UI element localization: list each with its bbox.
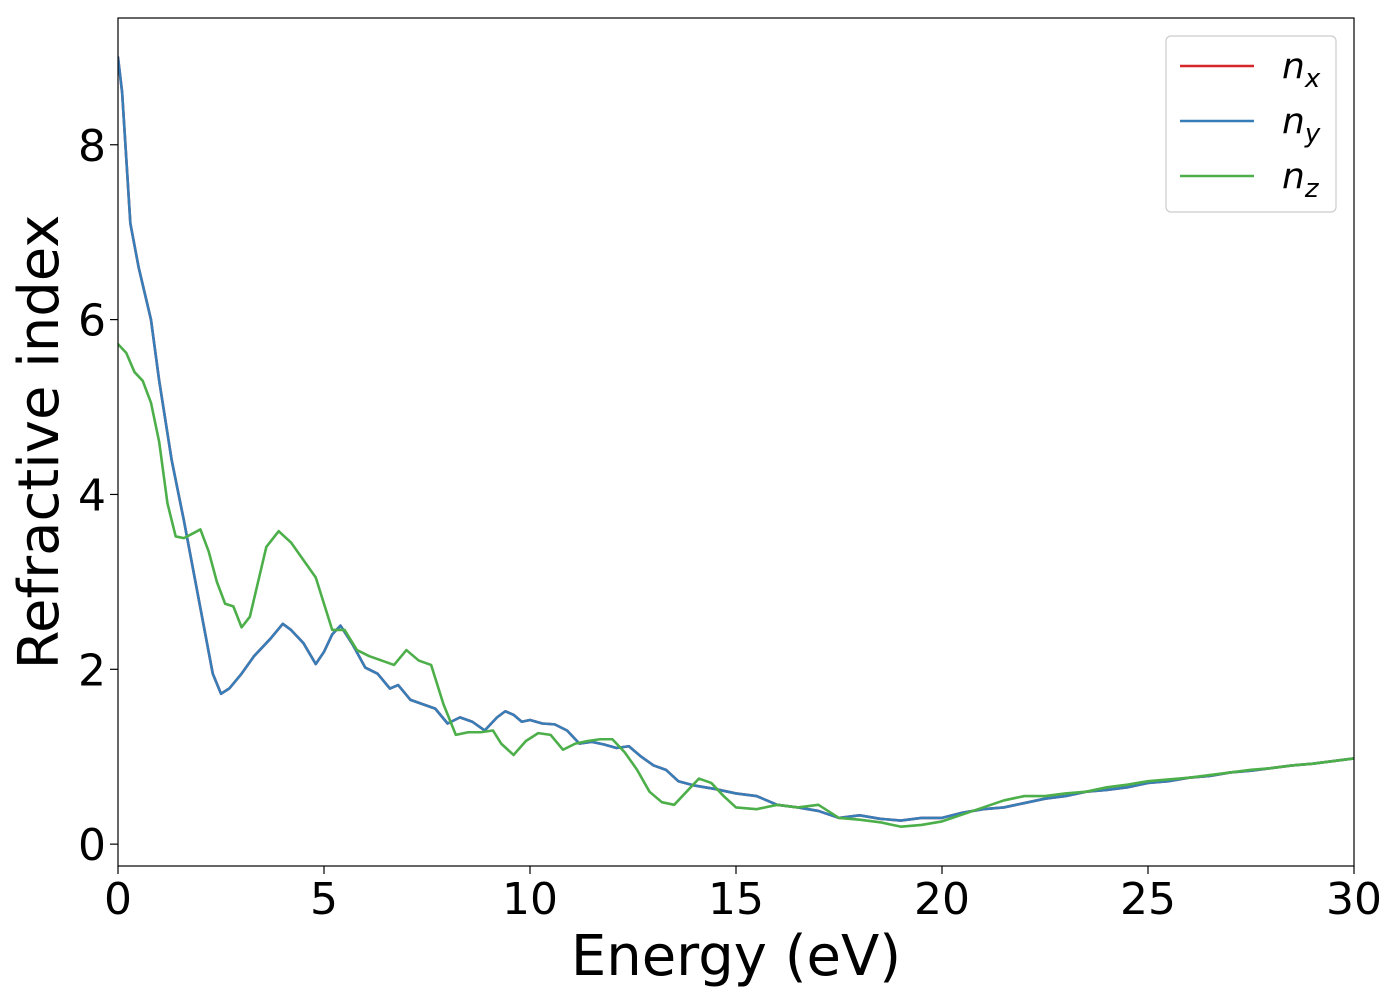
series-line-n-y [118, 56, 1354, 822]
x-tick-label: 20 [914, 874, 970, 925]
legend: nx ny nz [1165, 35, 1337, 213]
y-tick-label: 2 [78, 645, 106, 696]
x-tick-label: 15 [708, 874, 764, 925]
x-tick-label: 25 [1120, 874, 1176, 925]
y-axis-title: Refractive index [7, 215, 72, 670]
legend-box [1165, 35, 1337, 213]
x-tick-label: 0 [104, 874, 132, 925]
y-tick-label: 8 [78, 121, 106, 172]
series-line-n-z [118, 342, 1354, 828]
legend-label-n-z: nz [1282, 156, 1320, 204]
y-tick-label: 4 [78, 470, 106, 521]
axis-ticks: 0 5 10 15 20 25 30 0 2 4 6 8 [78, 121, 1382, 925]
legend-label-n-y: ny [1282, 101, 1321, 149]
x-tick-label: 10 [502, 874, 558, 925]
y-tick-label: 0 [78, 820, 106, 871]
series-layer [118, 56, 1354, 828]
y-tick-label: 6 [78, 296, 106, 347]
legend-label-n-x: nx [1282, 46, 1321, 94]
x-axis-title: Energy (eV) [571, 924, 901, 989]
x-tick-label: 30 [1326, 874, 1382, 925]
x-tick-label: 5 [310, 874, 338, 925]
